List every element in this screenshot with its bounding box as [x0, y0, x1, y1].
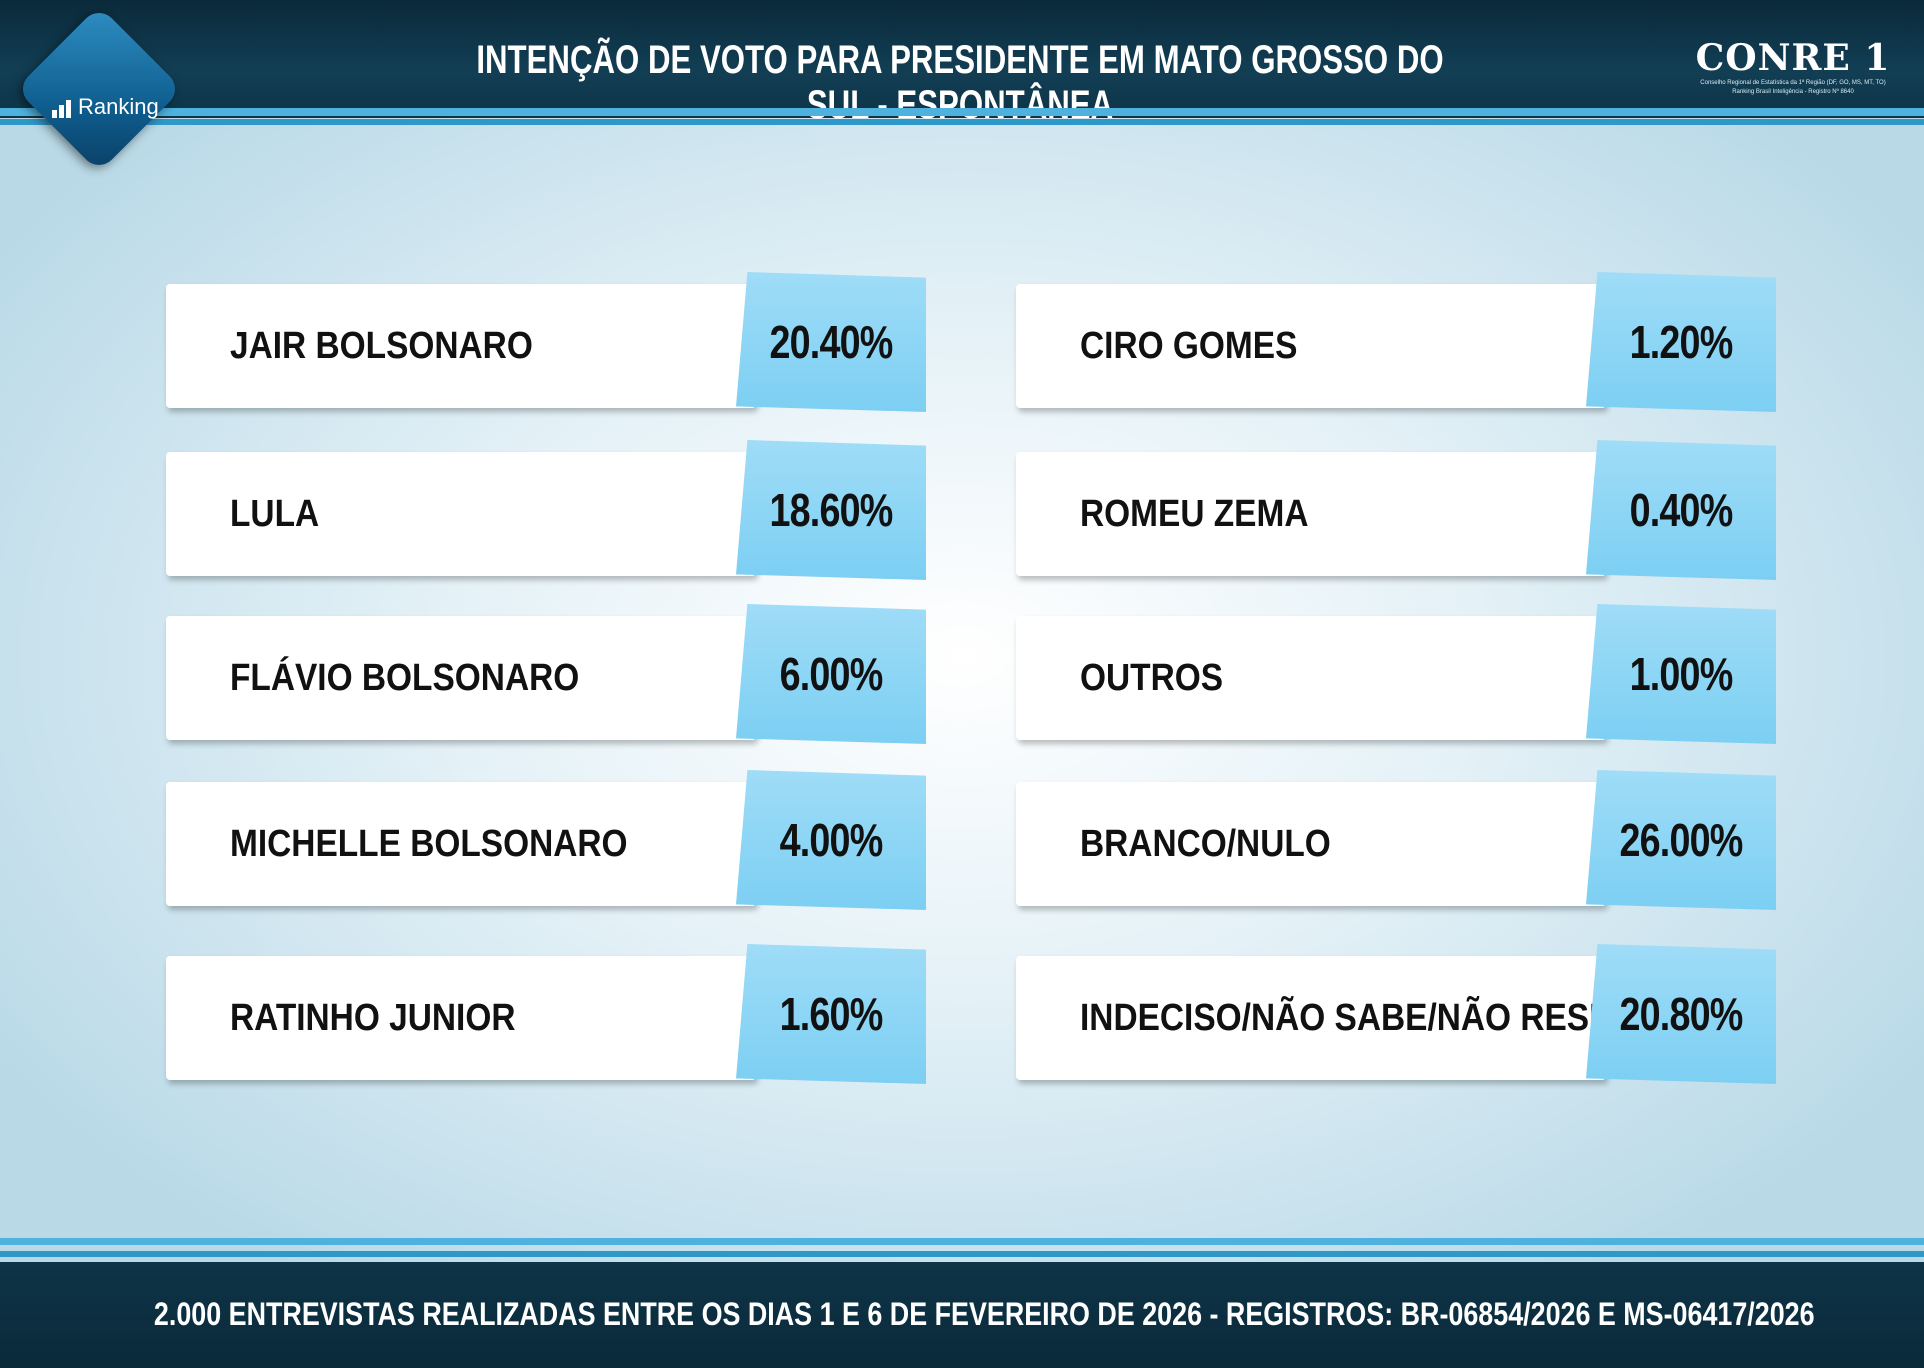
- result-card: OUTROS 1.00%: [1016, 604, 1776, 744]
- percentage-value: 20.40%: [769, 316, 893, 368]
- conre-logo-name: CONRE 1: [1695, 37, 1891, 79]
- percentage-value: 0.40%: [1629, 484, 1734, 536]
- footer-text: 2.000 ENTREVISTAS REALIZADAS ENTRE OS DI…: [153, 1296, 1815, 1332]
- candidate-name: JAIR BOLSONARO: [230, 325, 533, 367]
- candidate-name-box: LULA: [166, 452, 756, 576]
- percentage-value: 20.80%: [1619, 988, 1743, 1040]
- candidate-name-box: OUTROS: [1016, 616, 1606, 740]
- percentage-value: 1.20%: [1629, 316, 1734, 368]
- candidate-name: FLÁVIO BOLSONARO: [230, 657, 580, 699]
- result-card: INDECISO/NÃO SABE/NÃO RESP. 20.80%: [1016, 944, 1776, 1084]
- percentage-value: 4.00%: [779, 814, 884, 866]
- candidate-name-box: FLÁVIO BOLSONARO: [166, 616, 756, 740]
- ranking-logo-diamond: [15, 5, 183, 173]
- percentage-value: 1.60%: [779, 988, 884, 1040]
- header-bar: INTENÇÃO DE VOTO PARA PRESIDENTE EM MATO…: [0, 0, 1924, 127]
- candidate-name-box: RATINHO JUNIOR: [166, 956, 756, 1080]
- footer-bar: 2.000 ENTREVISTAS REALIZADAS ENTRE OS DI…: [0, 1262, 1924, 1368]
- candidate-name: BRANCO/NULO: [1080, 823, 1331, 865]
- percentage-value: 6.00%: [779, 648, 884, 700]
- percentage-value: 18.60%: [769, 484, 893, 536]
- candidate-name: MICHELLE BOLSONARO: [230, 823, 628, 865]
- result-card: ROMEU ZEMA 0.40%: [1016, 440, 1776, 580]
- result-card: LULA 18.60%: [166, 440, 926, 580]
- result-card: CIRO GOMES 1.20%: [1016, 272, 1776, 412]
- candidate-name: RATINHO JUNIOR: [230, 997, 516, 1039]
- page-title: INTENÇÃO DE VOTO PARA PRESIDENTE EM MATO…: [476, 38, 1444, 127]
- candidate-name: ROMEU ZEMA: [1080, 493, 1309, 535]
- percentage-box: [736, 770, 926, 910]
- candidate-name-box: ROMEU ZEMA: [1016, 452, 1606, 576]
- footer-stripe-secondary: [0, 1251, 1924, 1257]
- percentage-box: [736, 944, 926, 1084]
- candidate-name: CIRO GOMES: [1080, 325, 1298, 367]
- candidate-name-box: INDECISO/NÃO SABE/NÃO RESP.: [1016, 956, 1616, 1080]
- candidate-name: LULA: [230, 493, 320, 535]
- candidate-name-box: JAIR BOLSONARO: [166, 284, 756, 408]
- percentage-box: [736, 272, 926, 412]
- conre-logo: CONRE 1 Conselho Regional de Estatística…: [1688, 38, 1898, 96]
- percentage-box: [1586, 944, 1776, 1084]
- result-card: JAIR BOLSONARO 20.40%: [166, 272, 926, 412]
- percentage-box: [1586, 770, 1776, 910]
- candidate-name-box: MICHELLE BOLSONARO: [166, 782, 756, 906]
- conre-logo-subtitle-1: Conselho Regional de Estatística da 1ª R…: [1700, 80, 1886, 86]
- percentage-box: [736, 604, 926, 744]
- result-card: RATINHO JUNIOR 1.60%: [166, 944, 926, 1084]
- header-stripe: [0, 108, 1924, 116]
- bar-chart-icon: [52, 100, 71, 118]
- candidate-name: INDECISO/NÃO SABE/NÃO RESP.: [1080, 997, 1617, 1039]
- percentage-box: [736, 440, 926, 580]
- percentage-value: 1.00%: [1629, 648, 1734, 700]
- ranking-logo: Ranking: [15, 5, 188, 173]
- conre-logo-subtitle-2: Ranking Brasil Inteligência - Registro N…: [1732, 89, 1854, 95]
- header-stripe-secondary: [0, 119, 1924, 125]
- candidate-name: OUTROS: [1080, 657, 1224, 699]
- percentage-box: [1586, 604, 1776, 744]
- percentage-box: [1586, 272, 1776, 412]
- result-card: BRANCO/NULO 26.00%: [1016, 770, 1776, 910]
- percentage-value: 26.00%: [1619, 814, 1743, 866]
- result-card: MICHELLE BOLSONARO 4.00%: [166, 770, 926, 910]
- candidate-name-box: CIRO GOMES: [1016, 284, 1606, 408]
- result-card: FLÁVIO BOLSONARO 6.00%: [166, 604, 926, 744]
- candidate-name-box: BRANCO/NULO: [1016, 782, 1606, 906]
- ranking-logo-label: Ranking: [78, 94, 159, 119]
- percentage-box: [1586, 440, 1776, 580]
- footer-stripe: [0, 1238, 1924, 1245]
